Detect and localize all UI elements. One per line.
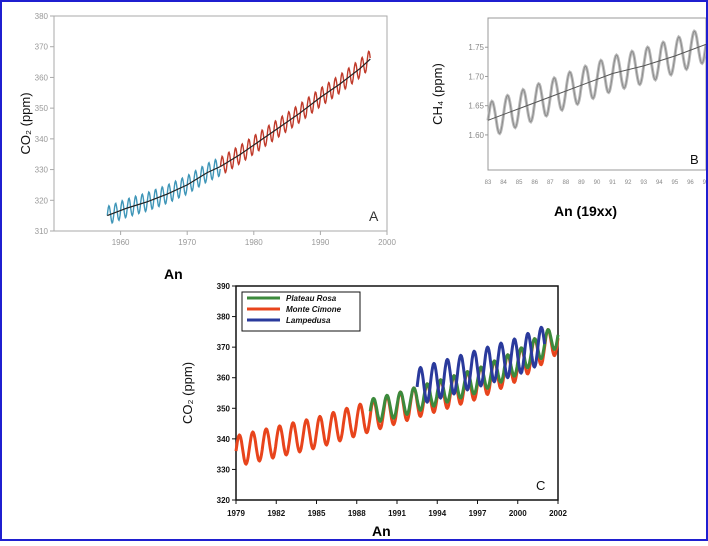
chart-c-x-tick-label: 1991 — [388, 509, 406, 518]
chart-a-plot-area — [53, 15, 388, 232]
chart-panel-b: 1.60 1.65 1.70 1.75 83 84 85 86 87 88 89 90 91 92 93 94… — [418, 10, 708, 232]
chart-a-y-tick-label: 330 — [35, 166, 49, 175]
chart-b-x-tick-label: 94 — [656, 180, 663, 186]
chart-c-x-tick-label: 2002 — [549, 509, 567, 518]
chart-c-x-tick-label: 1997 — [469, 509, 487, 518]
chart-b-x-tick-label: 83 — [485, 180, 492, 186]
chart-a-panel-label: A — [369, 208, 379, 224]
chart-a-x-tick-label: 2000 — [378, 238, 396, 247]
chart-b-x-tick-label: 91 — [609, 180, 616, 186]
chart-b-panel-label: B — [690, 152, 699, 167]
chart-b-x-tick-label: 96 — [687, 180, 694, 186]
chart-a-x-tick-label: 1990 — [312, 238, 330, 247]
chart-c-legend-label: Monte Cimone — [286, 305, 342, 314]
chart-a-svg: 310 320 330 340 350 360 370 380 1960 1970 1980 1990… — [18, 12, 396, 247]
chart-a-y-tick-label: 380 — [35, 12, 49, 21]
chart-a-x-axis-label: An — [164, 266, 183, 282]
chart-c-y-tick-label: 380 — [217, 313, 231, 322]
chart-b-x-tick-label: 90 — [594, 180, 601, 186]
chart-c-x-tick-label: 2000 — [509, 509, 527, 518]
chart-b-x-tick-label: 88 — [563, 180, 570, 186]
chart-c-y-tick-label: 320 — [217, 496, 231, 505]
chart-c-y-tick-label: 350 — [217, 404, 231, 413]
chart-c-x-tick-label: 1982 — [267, 509, 285, 518]
chart-c-svg: 320 330 340 350 360 370 380 390 1979 1982 1985 1988… — [180, 282, 567, 518]
chart-a-series-1-line — [106, 158, 221, 225]
chart-a-y-tick-label: 320 — [35, 196, 49, 205]
chart-b-y-axis-label: CH₄ (ppm) — [430, 63, 445, 125]
chart-a-y-axis-label: CO₂ (ppm) — [18, 92, 33, 154]
chart-c-series-3-line — [415, 325, 547, 404]
chart-b-x-tick-label: 95 — [672, 180, 679, 186]
chart-b-x-tick-label: 87 — [547, 180, 554, 186]
chart-b-x-tick-label: 92 — [625, 180, 632, 186]
chart-a-x-tick-label: 1980 — [245, 238, 263, 247]
chart-a-y-tick-label: 340 — [35, 135, 49, 144]
chart-b-series-trend — [487, 43, 707, 121]
chart-a-y-tick-label: 350 — [35, 104, 49, 113]
chart-c-y-tick-label: 360 — [217, 374, 231, 383]
chart-b-x-tick-label: 86 — [531, 180, 538, 186]
chart-a-series-2-trend — [220, 58, 371, 168]
chart-b-y-tick-label: 1.75 — [468, 43, 484, 52]
chart-c-x-tick-label: 1994 — [428, 509, 446, 518]
chart-b-x-axis-label: An (19xx) — [554, 203, 618, 219]
chart-panel-a: 310 320 330 340 350 360 370 380 1960 1970 1980 1990… — [10, 8, 405, 268]
chart-a-series-1-trend — [107, 165, 221, 217]
chart-c-panel-label: C — [536, 478, 545, 493]
chart-a-y-tick-label: 310 — [35, 227, 49, 236]
chart-a-y-tick-label: 370 — [35, 43, 49, 52]
chart-c-series-2-line — [368, 328, 560, 423]
chart-b-x-tick-label: 97 — [703, 180, 706, 186]
chart-c-x-tick-label: 1979 — [227, 509, 245, 518]
chart-b-y-tick-label: 1.65 — [468, 102, 484, 111]
chart-b-svg: 1.60 1.65 1.70 1.75 83 84 85 86 87 88 89 90 91 92 93 94… — [430, 17, 708, 186]
chart-b-x-tick-label: 84 — [500, 180, 507, 186]
chart-a-x-tick-label: 1970 — [178, 238, 196, 247]
chart-c-x-axis-label: An — [372, 523, 391, 539]
chart-b-x-tick-label: 93 — [640, 180, 647, 186]
chart-c-legend-label: Lampedusa — [286, 316, 331, 325]
chart-c-legend-label: Plateau Rosa — [286, 294, 337, 303]
chart-a-y-tick-label: 360 — [35, 73, 49, 82]
chart-c-y-axis-label: CO₂ (ppm) — [180, 362, 195, 424]
chart-b-x-tick-label: 85 — [516, 180, 523, 186]
chart-b-x-tick-label: 89 — [578, 180, 585, 186]
chart-c-y-tick-label: 330 — [217, 465, 231, 474]
chart-c-x-tick-label: 1988 — [348, 509, 366, 518]
chart-a-x-tick-label: 1960 — [112, 238, 130, 247]
chart-panel-c: 320 330 340 350 360 370 380 390 1979 1982 1985 1988… — [170, 278, 570, 541]
chart-c-y-tick-label: 370 — [217, 343, 231, 352]
chart-c-x-tick-label: 1985 — [308, 509, 326, 518]
chart-c-y-tick-label: 340 — [217, 435, 231, 444]
chart-b-y-tick-label: 1.60 — [468, 131, 484, 140]
chart-a-series-2-line — [219, 50, 371, 175]
chart-c-y-tick-label: 390 — [217, 282, 231, 291]
chart-b-y-tick-label: 1.70 — [468, 72, 484, 81]
